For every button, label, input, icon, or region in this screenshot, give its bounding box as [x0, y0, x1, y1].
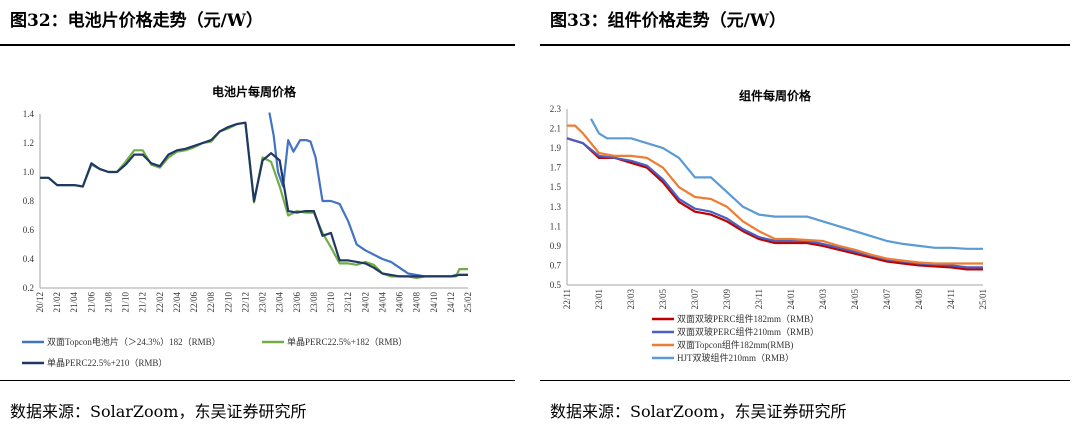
y-tick-label: 1.1 [550, 221, 561, 231]
chart-title: 电池片每周价格 [212, 84, 297, 99]
x-tick-label: 24/06 [395, 292, 405, 313]
x-tick-label: 21/08 [103, 292, 113, 313]
x-tick-label: 23/06 [292, 292, 302, 313]
x-tick-label: 24/01 [786, 289, 796, 310]
y-tick-label: 1.0 [23, 167, 35, 177]
x-tick-label: 23/01 [594, 289, 604, 310]
x-tick-label: 24/10 [429, 292, 439, 313]
x-tick-label: 24/09 [914, 289, 924, 310]
figure-33-heading: 图33：组件价格走势（元/W） [550, 11, 786, 31]
chart-title: 组件每周价格 [739, 88, 812, 103]
x-tick-label: 24/07 [882, 289, 892, 310]
x-tick-label: 25/02 [463, 292, 473, 313]
figure-32-panel: 图32：电池片价格走势（元/W） 电池片每周价格 0.2 0.4 0.6 0.8 1.0 1… [0, 0, 520, 428]
x-tick-label: 23/10 [326, 292, 336, 313]
y-tick-label: 0.6 [23, 225, 35, 235]
heading-rule [540, 44, 1070, 46]
y-tick-label: 0.8 [23, 196, 35, 206]
y-tick-label: 1.3 [550, 202, 562, 212]
source-rule [0, 380, 515, 381]
x-tick-label: 21/02 [52, 292, 62, 313]
figure-32-heading: 图32：电池片价格走势（元/W） [10, 11, 263, 31]
legend-label: HJT双玻组件210mm（RMB） [677, 352, 794, 363]
x-tick-label: 23/03 [626, 289, 636, 310]
y-tick-label: 1.4 [23, 109, 35, 119]
legend-label: 单晶PERC22.5%+210（RMB） [47, 357, 167, 368]
x-tick-label: 22/02 [155, 292, 165, 313]
y-tick-label: 1.9 [550, 143, 562, 153]
x-tick-label: 22/06 [189, 292, 199, 313]
x-tick-label: 23/11 [754, 289, 764, 309]
x-tick-label: 22/08 [206, 292, 216, 313]
x-tick-label: 24/04 [377, 292, 387, 313]
x-tick-label: 24/02 [360, 292, 370, 313]
y-tick-label: 1.7 [550, 163, 562, 173]
legend-label: 双面Topcon电池片（＞24.3%）182（RMB） [47, 336, 221, 347]
x-tick-label: 24/08 [412, 292, 422, 313]
x-tick-label: 23/07 [690, 289, 700, 310]
y-tick-label: 1.5 [550, 182, 562, 192]
x-tick-label: 22/12 [240, 292, 250, 313]
series-line [566, 137, 983, 269]
x-tick-label: 24/12 [446, 292, 456, 313]
x-tick-label: 24/05 [850, 289, 860, 310]
y-tick-label: 2.1 [550, 124, 561, 134]
module-price-chart: 组件每周价格 0.5 0.7 0.9 1.1 1.3 1.5 1.7 1.9 2.1 2.3 22/1… [550, 88, 988, 363]
x-tick-label: 22/10 [223, 292, 233, 313]
x-tick-label: 24/11 [946, 289, 956, 309]
heading-rule [0, 44, 515, 46]
x-tick-label: 21/04 [69, 292, 79, 313]
x-tick-label: 21/10 [121, 292, 131, 313]
x-tick-label: 23/09 [722, 289, 732, 310]
y-tick-label: 0.9 [550, 241, 562, 251]
x-tick-label: 22/04 [172, 292, 182, 313]
source-rule [540, 380, 1070, 381]
legend-label: 单晶PERC22.5%+182（RMB） [287, 336, 407, 347]
series-line [566, 137, 983, 271]
x-tick-label: 22/11 [562, 289, 572, 309]
legend-label: 双面Topcon组件182mm(RMB) [677, 339, 793, 350]
y-tick-label: 0.5 [550, 280, 562, 290]
x-tick-label: 25/01 [978, 289, 988, 310]
figure-33-panel: 图33：组件价格走势（元/W） 组件每周价格 0.5 0.7 0.9 1.1 1.3 1.5… [540, 0, 1080, 428]
series-line [268, 112, 468, 278]
y-tick-label: 2.3 [550, 104, 562, 114]
legend-label: 双面双玻PERC组件182mm（RMB） [677, 313, 819, 324]
series-line [40, 121, 468, 278]
x-tick-label: 21/12 [138, 292, 148, 313]
y-tick-label: 0.7 [550, 260, 562, 270]
battery-cell-price-chart: 电池片每周价格 0.2 0.4 0.6 0.8 1.0 1.2 1.4 20/12 21/02 21… [22, 84, 473, 368]
x-tick-label: 20/12 [35, 292, 45, 313]
x-tick-label: 23/05 [658, 289, 668, 310]
figure-32-source: 数据来源：SolarZoom，东吴证券研究所 [10, 402, 307, 421]
x-tick-label: 21/06 [86, 292, 96, 313]
series-line [590, 118, 983, 250]
x-tick-label: 24/03 [818, 289, 828, 310]
y-tick-label: 1.2 [23, 138, 34, 148]
y-tick-label: 0.2 [23, 283, 34, 293]
x-tick-label: 23/04 [275, 292, 285, 313]
x-tick-label: 23/08 [309, 292, 319, 313]
series-line [567, 124, 983, 265]
legend-label: 双面双玻PERC组件210mm（RMB） [677, 326, 819, 337]
y-tick-label: 0.4 [23, 254, 35, 264]
x-tick-label: 23/12 [343, 292, 353, 313]
figure-33-source: 数据来源：SolarZoom，东吴证券研究所 [550, 402, 847, 421]
x-tick-label: 23/02 [258, 292, 268, 313]
